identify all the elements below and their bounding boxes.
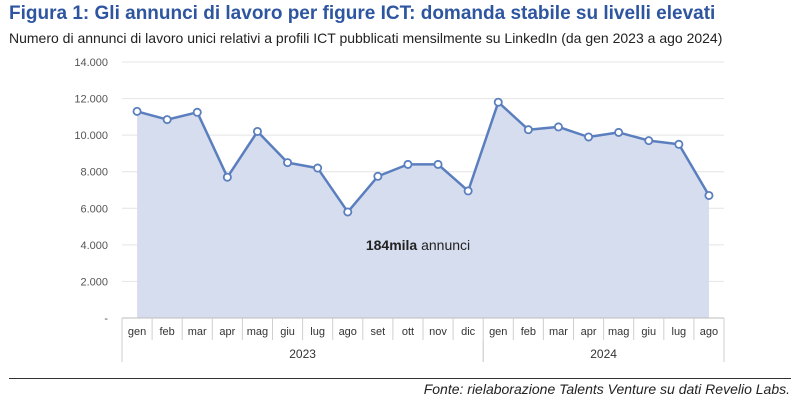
x-tick-label: feb bbox=[521, 326, 536, 338]
x-tick-label: mag bbox=[247, 326, 268, 338]
data-point bbox=[132, 106, 142, 116]
y-tick-label: 6.000 bbox=[80, 203, 108, 215]
data-point bbox=[162, 115, 172, 125]
data-point bbox=[584, 132, 594, 142]
x-axis: gen feb mar apr mag giu lug ago set ott nov dic gen f… bbox=[121, 317, 725, 362]
x-tick-label: lug bbox=[310, 326, 325, 338]
data-point bbox=[704, 190, 714, 200]
x-tick-label: ago bbox=[700, 326, 718, 338]
data-points bbox=[132, 97, 714, 217]
x-tick-label: gen bbox=[128, 326, 146, 338]
annotation-bold: 184mila bbox=[366, 237, 418, 253]
x-tick-label: lug bbox=[672, 326, 687, 338]
x-tick-label: ott bbox=[402, 326, 414, 338]
x-tick-label: giu bbox=[641, 326, 656, 338]
x-tick-label: nov bbox=[429, 326, 447, 338]
data-point bbox=[222, 172, 232, 182]
data-point bbox=[493, 97, 503, 107]
y-tick-label: 4.000 bbox=[80, 240, 108, 252]
y-tick-label: 14.000 bbox=[74, 57, 108, 69]
figure-title: Figura 1: Gli annunci di lavoro per figu… bbox=[9, 3, 716, 24]
y-tick-label: 10.000 bbox=[74, 130, 108, 142]
annotation-text: annunci bbox=[417, 237, 470, 253]
footer-divider bbox=[9, 378, 791, 379]
data-point bbox=[463, 186, 473, 196]
data-point bbox=[674, 139, 684, 149]
x-tick-label: giu bbox=[280, 326, 295, 338]
x-tick-label: mar bbox=[549, 326, 568, 338]
y-tick-label: 2.000 bbox=[80, 276, 108, 288]
data-point bbox=[644, 136, 654, 146]
data-point bbox=[252, 126, 262, 136]
data-point bbox=[343, 207, 353, 217]
x-tick-label: apr bbox=[581, 326, 597, 338]
y-tick-label: 12.000 bbox=[74, 94, 108, 106]
source-note: Fonte: rielaborazione Talents Venture su… bbox=[423, 381, 790, 397]
x-group-label: 2024 bbox=[590, 347, 617, 361]
x-tick-label: gen bbox=[489, 326, 507, 338]
y-axis-ticks: 14.000 12.000 10.000 8.000 6.000 4.000 2.000 - bbox=[74, 57, 108, 325]
x-tick-label: ago bbox=[339, 326, 357, 338]
data-point bbox=[192, 107, 202, 117]
x-tick-label: mar bbox=[188, 326, 207, 338]
data-point bbox=[433, 159, 443, 169]
data-point bbox=[403, 159, 413, 169]
x-group-label: 2023 bbox=[289, 347, 316, 361]
y-tick-label: - bbox=[104, 313, 108, 325]
x-tick-label: feb bbox=[160, 326, 175, 338]
data-point bbox=[614, 127, 624, 137]
x-tick-label: set bbox=[371, 326, 386, 338]
data-point bbox=[313, 163, 323, 173]
total-annotation: 184mila annunci bbox=[366, 237, 470, 253]
data-point bbox=[283, 158, 293, 168]
data-point bbox=[553, 122, 563, 132]
x-tick-label: mag bbox=[608, 326, 629, 338]
x-tick-label: dic bbox=[461, 326, 476, 338]
series-line bbox=[136, 100, 711, 214]
data-point bbox=[373, 171, 383, 181]
y-tick-label: 8.000 bbox=[80, 167, 108, 179]
area-chart: 14.00012.00010.0008.0006.0004.0002.000- … bbox=[74, 57, 725, 362]
x-tick-label: apr bbox=[219, 326, 235, 338]
figure-subtitle: Numero di annunci di lavoro unici relati… bbox=[9, 30, 723, 46]
data-point bbox=[523, 125, 533, 135]
